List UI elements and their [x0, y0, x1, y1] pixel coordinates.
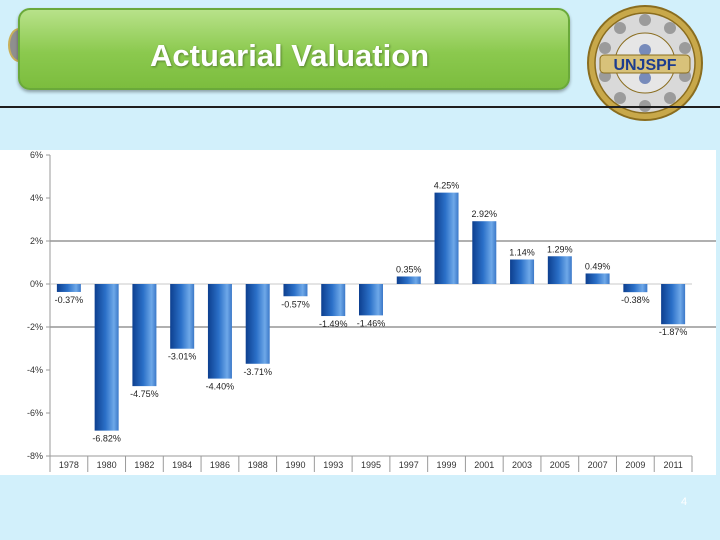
data-label: -1.46%: [357, 318, 386, 328]
data-label: 0.49%: [585, 261, 611, 271]
data-label: -1.87%: [659, 327, 688, 337]
page-number: 4: [681, 496, 688, 508]
bar-1986: [207, 284, 232, 379]
x-tick-label: 1984: [172, 460, 192, 470]
bar-2001: [472, 221, 497, 284]
bar-2003: [510, 259, 535, 284]
y-tick-label: 4%: [30, 193, 43, 203]
data-label: -3.71%: [243, 367, 272, 377]
data-label: 1.14%: [509, 247, 535, 257]
x-tick-label: 2007: [588, 460, 608, 470]
bar-2011: [661, 284, 686, 325]
data-label: -0.37%: [55, 295, 84, 305]
bar-1995: [359, 284, 383, 316]
x-tick-label: 1999: [437, 460, 457, 470]
bar-chart: 6% 4% 2% 0% -2% -4% -6% -8% -0.37% 1978 -6.82% 198…: [27, 150, 716, 472]
data-label: 2.92%: [472, 209, 498, 219]
bar-1988: [245, 284, 270, 364]
header-divider: [0, 106, 720, 108]
data-label: -0.57%: [281, 299, 310, 309]
x-tick-label: 2011: [663, 460, 682, 470]
x-tick-label: 1993: [323, 460, 343, 470]
bar-1990: [283, 284, 308, 297]
data-label: -4.40%: [206, 382, 235, 392]
y-tick-label: 2%: [30, 236, 43, 246]
y-tick-label: -6%: [27, 408, 43, 418]
data-label: -4.75%: [130, 389, 159, 399]
x-tick-label: 2005: [550, 460, 570, 470]
bar-1982: [132, 284, 157, 387]
bar-1984: [170, 284, 195, 349]
x-tick-label: 2009: [625, 460, 645, 470]
bar-1993: [321, 284, 346, 317]
x-tick-label: 1988: [248, 460, 268, 470]
data-label: -0.38%: [621, 295, 650, 305]
data-label: 4.25%: [434, 181, 460, 191]
data-label: 0.35%: [396, 264, 422, 274]
y-tick-label: -8%: [27, 451, 43, 461]
y-tick-label: -2%: [27, 322, 43, 332]
y-tick-label: -4%: [27, 365, 43, 375]
data-label: 1.29%: [547, 244, 573, 254]
logo-text: UNJSPF: [613, 57, 676, 74]
data-label: -3.01%: [168, 352, 197, 362]
bar-2005: [547, 256, 572, 284]
chart-area: 6% 4% 2% 0% -2% -4% -6% -8% -0.37% 1978 -6.82% 198…: [0, 150, 716, 475]
x-tick-label: 2001: [474, 460, 494, 470]
bar-2009: [623, 284, 648, 293]
bar-2007: [585, 273, 610, 284]
data-label: -1.49%: [319, 319, 348, 329]
x-tick-label: 2003: [512, 460, 532, 470]
x-tick-label: 1997: [399, 460, 419, 470]
title-banner: Actuarial Valuation: [18, 8, 570, 90]
x-tick-label: 1986: [210, 460, 230, 470]
x-tick-label: 1990: [285, 460, 305, 470]
bar-1978: [56, 284, 81, 292]
y-tick-label: 0%: [30, 279, 43, 289]
x-tick-label: 1982: [134, 460, 154, 470]
x-tick-label: 1978: [59, 460, 79, 470]
bar-1997: [396, 276, 421, 284]
slide-title: Actuarial Valuation: [150, 38, 430, 73]
y-tick-label: 6%: [30, 150, 43, 160]
bar-1999: [434, 192, 459, 284]
x-tick-label: 1995: [361, 460, 381, 470]
bar-1980: [94, 284, 119, 431]
data-label: -6.82%: [92, 434, 121, 444]
unjspf-seal-logo: UNJSPF: [587, 5, 703, 121]
x-tick-label: 1980: [97, 460, 117, 470]
